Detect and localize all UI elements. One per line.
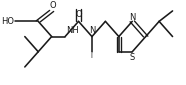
Text: I: I	[90, 53, 92, 59]
Text: NH: NH	[66, 26, 79, 35]
Text: HO: HO	[1, 17, 14, 26]
Text: O: O	[75, 10, 82, 19]
Text: S: S	[130, 53, 135, 62]
Text: N: N	[129, 13, 135, 22]
Text: N: N	[89, 26, 95, 35]
Text: O: O	[49, 1, 56, 10]
